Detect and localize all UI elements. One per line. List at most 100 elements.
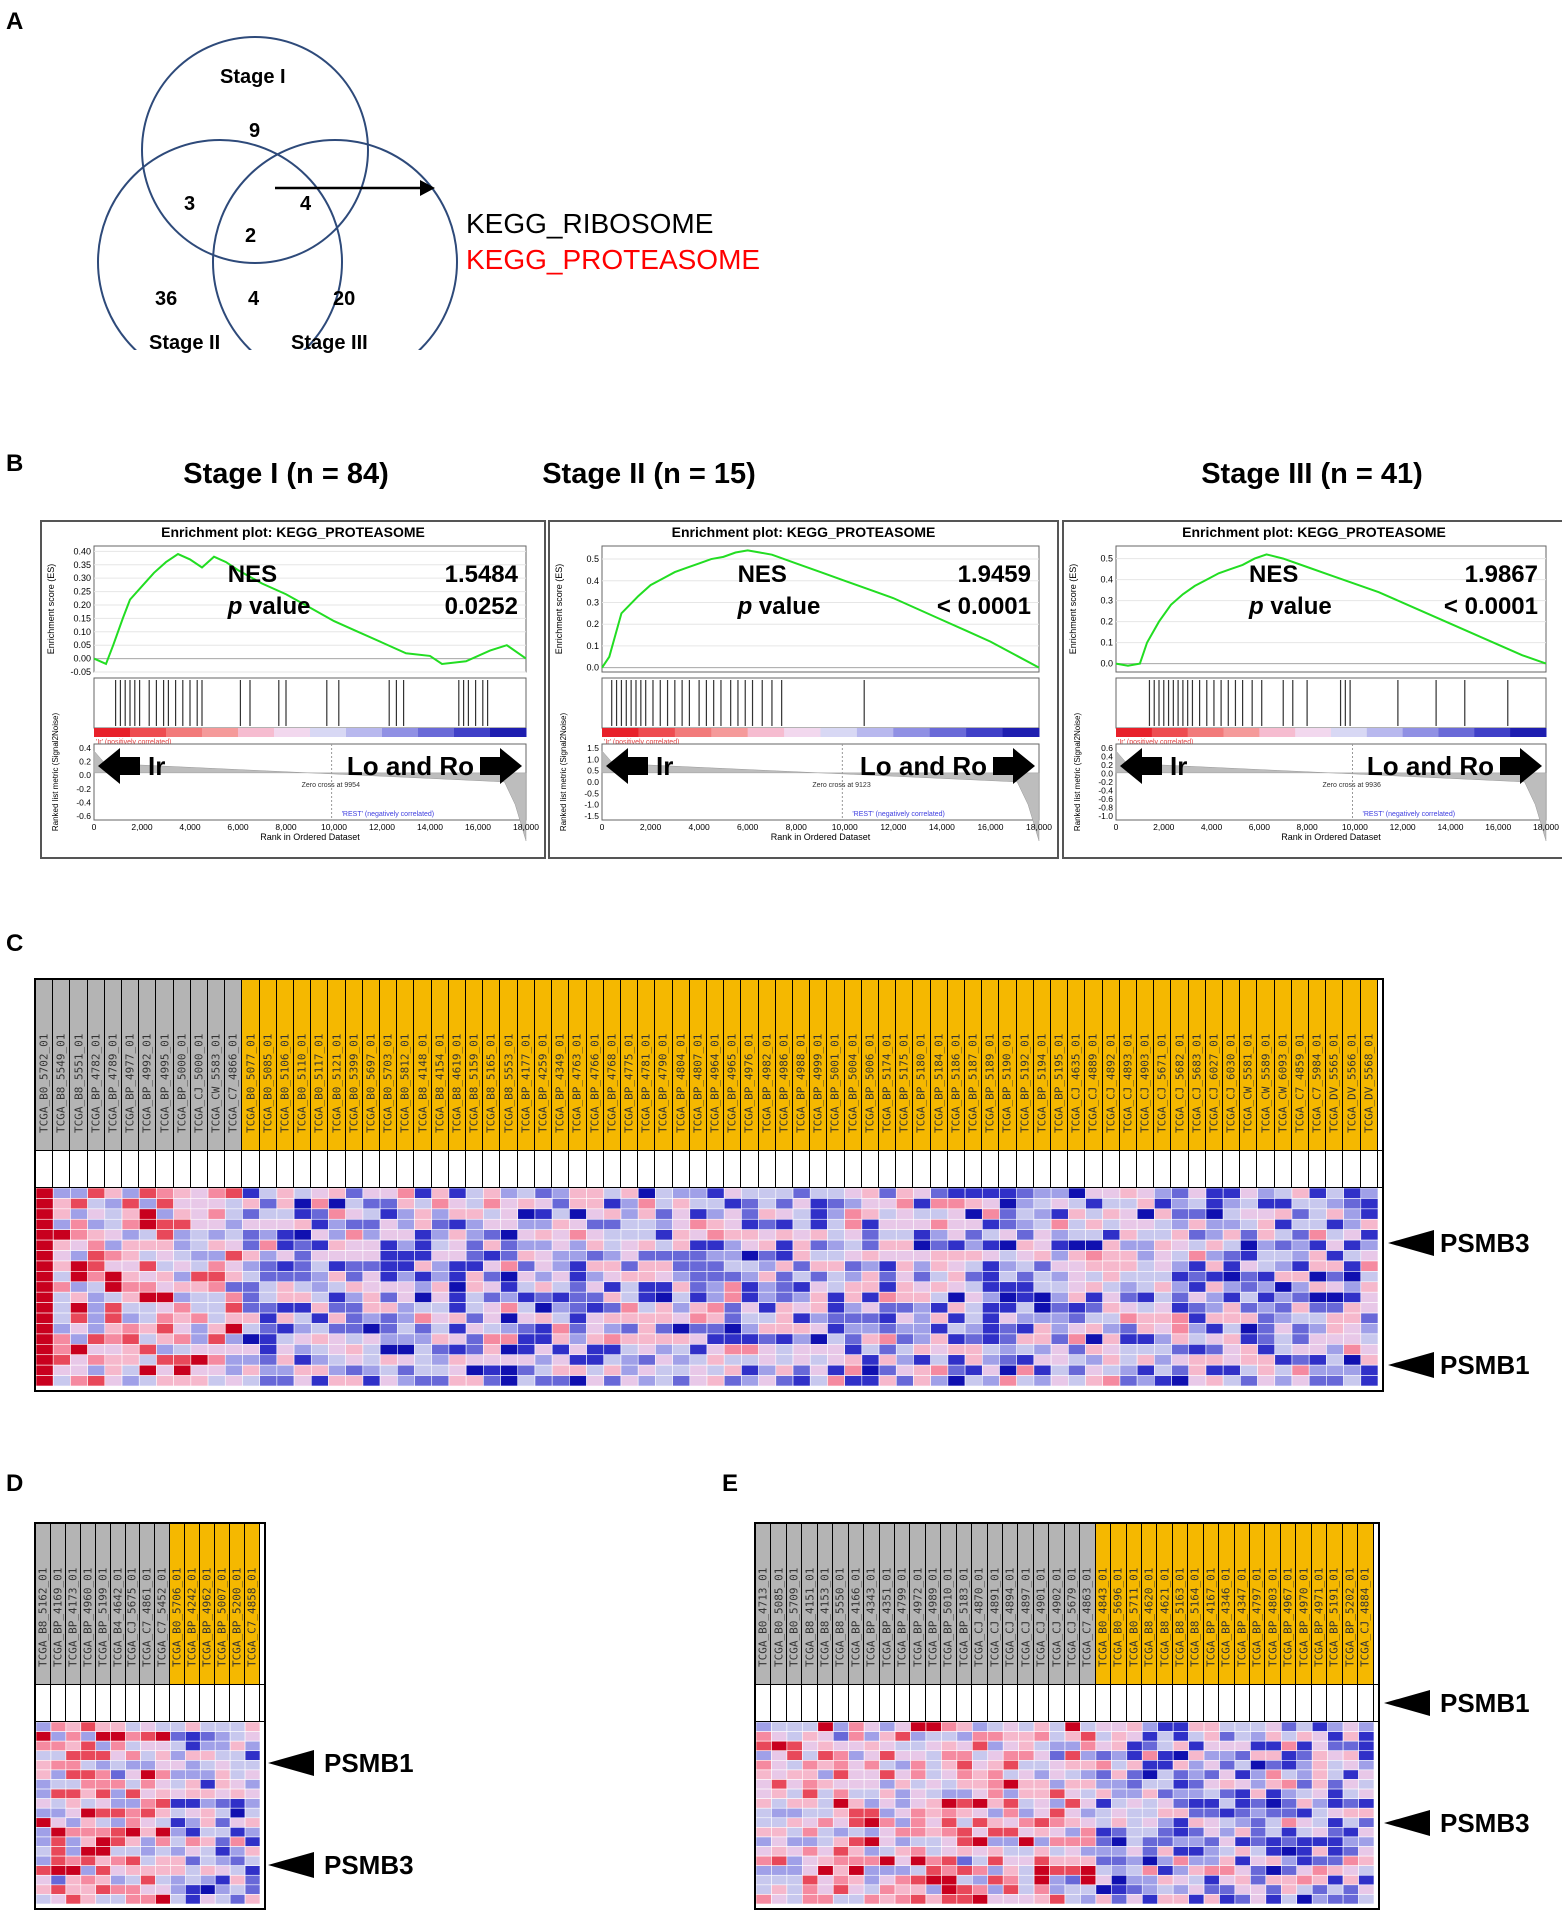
- heatmap-cell: [689, 1260, 708, 1272]
- heatmap-cell: [832, 1846, 849, 1857]
- heatmap-cell: [1119, 1188, 1138, 1199]
- heatmap-cell: [895, 1312, 914, 1324]
- es-plot-area: [1115, 545, 1547, 673]
- heatmap-cell: [224, 1218, 243, 1230]
- heatmap-cell: [655, 1188, 673, 1199]
- heatmap-cell: [817, 1769, 834, 1780]
- heatmap-cell: [786, 1750, 803, 1761]
- heatmap-cell: [1291, 1218, 1310, 1230]
- heatmap-cell: [987, 1722, 1004, 1732]
- rl-ytick-label: -0.6: [76, 811, 91, 821]
- heatmap-cell: [1016, 1364, 1035, 1376]
- heatmap-cell: [1085, 1260, 1104, 1272]
- sample-id: TCGA_BP_4803_01: [1266, 1567, 1280, 1667]
- heatmap-cell: [36, 1333, 54, 1345]
- heatmap-cell: [1016, 1218, 1035, 1230]
- heatmap-cell: [706, 1333, 725, 1345]
- sample-id: TCGA_CW_6093_01: [1276, 1033, 1290, 1133]
- heatmap-cell: [199, 1807, 216, 1819]
- heatmap-cell: [517, 1239, 536, 1251]
- heatmap-cell: [848, 1798, 865, 1809]
- heatmap-cell: [878, 1208, 897, 1220]
- rl-ylabel: Ranked list metric (Signal2Noise): [1073, 713, 1082, 832]
- heatmap-cell: [1119, 1312, 1138, 1324]
- sample-label: TCGA_B8_5551_01: [70, 980, 88, 1150]
- es-ytick-label: -0.05: [70, 667, 91, 677]
- heatmap-cell: [1095, 1836, 1112, 1847]
- heatmap-cell: [328, 1271, 346, 1283]
- heatmap-cell: [620, 1208, 639, 1220]
- es-curve-line: [93, 552, 527, 666]
- heatmap-cell: [104, 1364, 123, 1376]
- heatmap-cell: [1126, 1846, 1143, 1857]
- heatmap-cell: [689, 1364, 708, 1376]
- sample-id: TCGA_B0_5696_01: [1111, 1567, 1125, 1667]
- heatmap-cell: [345, 1218, 364, 1230]
- sample-label: TCGA_B0_5121_01: [328, 980, 346, 1150]
- heatmap-cell: [87, 1260, 106, 1272]
- heatmap-cell: [1343, 1229, 1362, 1241]
- heatmap-cell: [1068, 1344, 1086, 1356]
- heatmap-cell: [1308, 1344, 1327, 1356]
- heatmap-cell: [947, 1260, 966, 1272]
- heatmap-cell: [465, 1312, 484, 1324]
- sample-label: TCGA_B0_5812_01: [397, 980, 415, 1150]
- heatmap-cell: [448, 1302, 467, 1314]
- heatmap-cell: [345, 1312, 364, 1324]
- heatmap-cell: [1203, 1750, 1220, 1761]
- heatmap-cell: [775, 1198, 794, 1210]
- heatmap-cell: [224, 1198, 243, 1210]
- heatmap-cell: [1188, 1312, 1207, 1324]
- arrowhead-icon: [268, 1750, 314, 1776]
- heatmap-cell: [956, 1807, 973, 1819]
- heatmap-cell: [36, 1260, 54, 1272]
- heatmap-cell: [1222, 1260, 1241, 1272]
- xtick-label: 8,000: [1296, 822, 1318, 832]
- heatmap-cell: [185, 1846, 201, 1857]
- heatmap-cell: [1018, 1827, 1035, 1838]
- sample-label: TCGA_CJ_4884_01: [1358, 1524, 1374, 1684]
- heatmap-cell: [878, 1229, 897, 1241]
- rl-ylabel: Ranked list metric (Signal2Noise): [559, 713, 568, 832]
- sample-label: TCGA_B0_5696_01: [1111, 1524, 1127, 1684]
- heatmap-cell: [1326, 1239, 1344, 1251]
- heatmap-cell: [1342, 1722, 1359, 1732]
- heatmap-cell: [964, 1333, 983, 1345]
- heatmap-cell: [1095, 1846, 1112, 1857]
- heatmap-cell: [1141, 1865, 1158, 1876]
- heatmap-cell: [1240, 1375, 1258, 1386]
- sample-id: TCGA_B8_5162_01: [36, 1567, 50, 1667]
- heatmap-cell: [603, 1291, 622, 1303]
- heatmap-cell: [328, 1239, 346, 1251]
- heatmap-cell: [1095, 1779, 1112, 1790]
- heatmap-cell: [1291, 1291, 1310, 1303]
- heatmap-cell: [1016, 1281, 1035, 1293]
- heatmap-cell: [36, 1874, 52, 1886]
- heatmap-cell: [229, 1874, 246, 1886]
- heatmap-cell: [972, 1731, 989, 1742]
- heatmap-cell: [50, 1865, 67, 1876]
- heatmap-cell: [586, 1229, 605, 1241]
- heatmap-cell: [1050, 1271, 1069, 1283]
- heatmap-cell: [832, 1827, 849, 1838]
- heatmap-cell: [941, 1731, 958, 1742]
- heatmap-cell: [244, 1807, 260, 1819]
- heatmap-cell: [999, 1218, 1017, 1230]
- sample-id: TCGA_BP_4169_01: [51, 1567, 65, 1667]
- heatmap-cell: [125, 1884, 141, 1895]
- sample-id: TCGA_BP_4964_01: [708, 1033, 722, 1133]
- heatmap-cell: [534, 1229, 553, 1241]
- heatmap-cell: [80, 1846, 97, 1857]
- nes-value: 1.5484: [445, 561, 519, 588]
- heatmap-cell: [242, 1218, 260, 1230]
- heatmap-cell: [895, 1354, 914, 1366]
- heatmap-cell: [1205, 1198, 1224, 1210]
- heatmap-cell: [878, 1239, 897, 1251]
- heatmap-cell: [741, 1250, 759, 1262]
- sample-label: TCGA_CJ_4870_01: [972, 1524, 988, 1684]
- heatmap-cell: [1265, 1750, 1282, 1761]
- heatmap-cell: [173, 1271, 192, 1283]
- heatmap-cell: [214, 1760, 231, 1771]
- heatmap-cell: [397, 1302, 415, 1314]
- heatmap-cell: [104, 1229, 123, 1241]
